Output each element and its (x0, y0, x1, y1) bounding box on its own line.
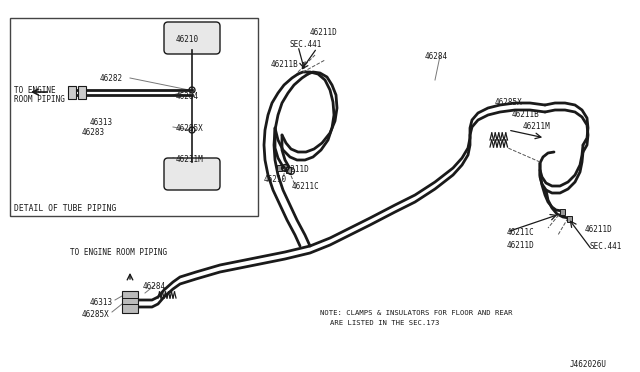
Text: 46211D: 46211D (507, 241, 535, 250)
Text: TO ENGINE: TO ENGINE (14, 86, 56, 95)
Text: NOTE: CLAMPS & INSULATORS FOR FLOOR AND REAR: NOTE: CLAMPS & INSULATORS FOR FLOOR AND … (320, 310, 513, 316)
Text: 46285X: 46285X (82, 310, 109, 319)
Text: DETAIL OF TUBE PIPING: DETAIL OF TUBE PIPING (14, 204, 116, 213)
Text: 46313: 46313 (90, 298, 113, 307)
Bar (286, 167, 291, 173)
Bar (567, 216, 572, 222)
Text: 46211D: 46211D (585, 225, 612, 234)
Text: 46210: 46210 (264, 175, 287, 184)
Text: 46210: 46210 (176, 35, 199, 44)
Text: 46313: 46313 (90, 118, 113, 127)
Text: 46211M: 46211M (523, 122, 551, 131)
Text: 46211C: 46211C (292, 182, 320, 191)
Text: 46211M: 46211M (176, 155, 204, 164)
Text: 46211C: 46211C (507, 228, 535, 237)
Text: 46284: 46284 (143, 282, 166, 291)
Text: SEC.441: SEC.441 (590, 242, 622, 251)
Bar (68, 86, 76, 99)
Text: SEC.441: SEC.441 (290, 40, 323, 49)
Text: ROOM PIPING: ROOM PIPING (14, 95, 65, 104)
Bar (277, 165, 282, 171)
Bar (560, 209, 565, 215)
Bar (10, 18, 258, 216)
Text: 46284: 46284 (176, 92, 199, 101)
Text: 46285X: 46285X (495, 98, 523, 107)
Text: 46211B: 46211B (512, 110, 540, 119)
FancyBboxPatch shape (164, 22, 220, 54)
Text: 46211D: 46211D (282, 165, 310, 174)
Text: 46211D: 46211D (310, 28, 338, 37)
Text: J462026U: J462026U (570, 360, 607, 369)
Text: TO ENGINE ROOM PIPING: TO ENGINE ROOM PIPING (70, 248, 167, 257)
Bar (122, 291, 138, 313)
Text: 46211B: 46211B (271, 60, 299, 69)
Bar (78, 86, 86, 99)
Text: 46283: 46283 (82, 128, 105, 137)
Text: 46282: 46282 (100, 74, 123, 83)
Text: 46285X: 46285X (176, 124, 204, 133)
Text: ARE LISTED IN THE SEC.173: ARE LISTED IN THE SEC.173 (330, 320, 440, 326)
Text: 46284: 46284 (425, 52, 448, 61)
FancyBboxPatch shape (164, 158, 220, 190)
